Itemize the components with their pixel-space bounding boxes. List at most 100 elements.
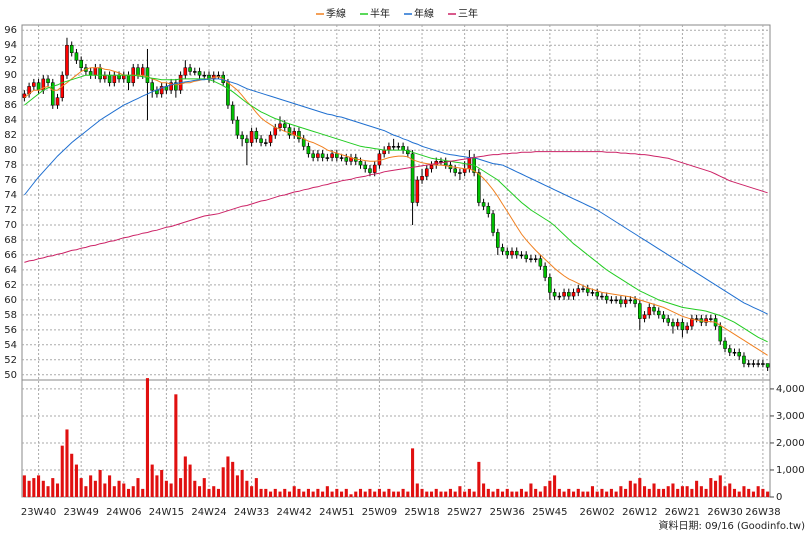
- volume-bar: [103, 483, 107, 497]
- x-tick-label: 23W49: [64, 507, 99, 518]
- volume-bar: [259, 488, 263, 497]
- volume-bar: [671, 483, 675, 497]
- volume-bar: [661, 488, 666, 497]
- candle-body: [604, 295, 609, 301]
- volume-bar: [652, 483, 656, 497]
- volume-bar: [235, 475, 239, 497]
- x-tick-label: 25W09: [362, 507, 397, 518]
- volume-bar: [226, 456, 230, 497]
- volume-bar: [619, 486, 623, 497]
- y-tick-label: 96: [4, 25, 17, 36]
- candle-body: [136, 67, 140, 76]
- candle-body: [311, 153, 315, 158]
- volume-bar: [415, 483, 419, 497]
- volume-bar: [340, 491, 344, 497]
- volume-bar: [529, 483, 533, 497]
- y-tick-label: 68: [4, 235, 17, 246]
- volume-bar: [160, 469, 164, 497]
- candle-body: [197, 71, 202, 76]
- y2-tick-label: 1,000: [776, 465, 805, 476]
- volume-bar: [586, 491, 590, 497]
- candle-body: [486, 205, 491, 214]
- y-tick-label: 70: [4, 220, 17, 231]
- volume-bar: [377, 488, 381, 497]
- volume-bar: [392, 491, 396, 497]
- volume-bar: [311, 491, 315, 497]
- volume-bar: [453, 491, 457, 497]
- volume-bar: [183, 456, 187, 497]
- y-tick-label: 54: [4, 340, 17, 351]
- candle-body: [287, 127, 292, 136]
- candle-body: [278, 123, 282, 128]
- candle-body: [552, 292, 557, 297]
- x-tick-label: 25W45: [532, 507, 567, 518]
- volume-bar: [188, 464, 192, 497]
- volume-bar: [250, 486, 254, 497]
- candle-body: [424, 168, 429, 177]
- volume-bar: [297, 488, 301, 497]
- candle-body: [230, 104, 235, 121]
- legend-label: 半年: [370, 7, 390, 20]
- candle-body: [249, 131, 254, 143]
- candle-body: [159, 86, 164, 95]
- y-tick-label: 62: [4, 280, 17, 291]
- volume-bar: [624, 488, 628, 497]
- candle-body: [387, 146, 391, 151]
- y-tick-label: 88: [4, 85, 17, 96]
- candle-body: [320, 153, 325, 158]
- volume-bar: [117, 480, 121, 497]
- candle-body: [491, 213, 495, 233]
- x-tick-label: 24W51: [319, 507, 354, 518]
- y-tick-label: 74: [4, 190, 17, 201]
- volume-bar: [751, 491, 755, 497]
- y2-tick-label: 4,000: [776, 384, 805, 395]
- x-tick-label: 26W30: [707, 507, 742, 518]
- candle-body: [453, 168, 457, 173]
- candle-body: [742, 355, 746, 364]
- candle-body: [183, 67, 188, 76]
- candle-body: [633, 299, 637, 304]
- candle-body: [756, 363, 760, 365]
- candle-body: [202, 74, 207, 77]
- volume-bar: [302, 491, 306, 497]
- volume-bar: [306, 488, 310, 497]
- candle-body: [126, 74, 131, 83]
- volume-bar: [571, 491, 576, 497]
- volume-bar: [614, 491, 618, 497]
- candle-body: [595, 292, 599, 297]
- volume-bar: [737, 491, 741, 497]
- volume-bar: [477, 461, 481, 497]
- volume-bar: [510, 491, 514, 497]
- candle-body: [543, 265, 547, 278]
- legend-label: 年線: [414, 7, 434, 20]
- volume-bar: [406, 491, 410, 497]
- volume-bar: [505, 488, 509, 497]
- y-tick-label: 76: [4, 175, 17, 186]
- volume-bar: [491, 491, 495, 497]
- candle-body: [585, 288, 590, 293]
- candle-body: [140, 67, 145, 76]
- volume-bar: [425, 491, 429, 497]
- candle-body: [614, 299, 618, 302]
- volume-bar: [79, 478, 83, 497]
- volume-bar: [548, 480, 552, 497]
- x-tick-label: 25W18: [404, 507, 439, 518]
- candle-body: [709, 318, 713, 320]
- candle-body: [226, 82, 230, 106]
- candle-body: [107, 74, 112, 83]
- candle-body: [46, 78, 50, 83]
- candle-body: [245, 138, 249, 143]
- candle-body: [259, 138, 263, 143]
- candle-body: [240, 134, 244, 140]
- volume-bar: [519, 488, 523, 497]
- volume-bar: [524, 491, 528, 497]
- volume-bar: [680, 486, 684, 497]
- volume-bar: [74, 464, 78, 497]
- volume-bar: [32, 478, 36, 497]
- y-tick-label: 64: [4, 265, 17, 276]
- volume-bar: [387, 488, 391, 497]
- volume-bar: [766, 491, 770, 497]
- volume-bar: [709, 478, 713, 497]
- candle-body: [358, 161, 363, 166]
- volume-bar: [197, 486, 202, 497]
